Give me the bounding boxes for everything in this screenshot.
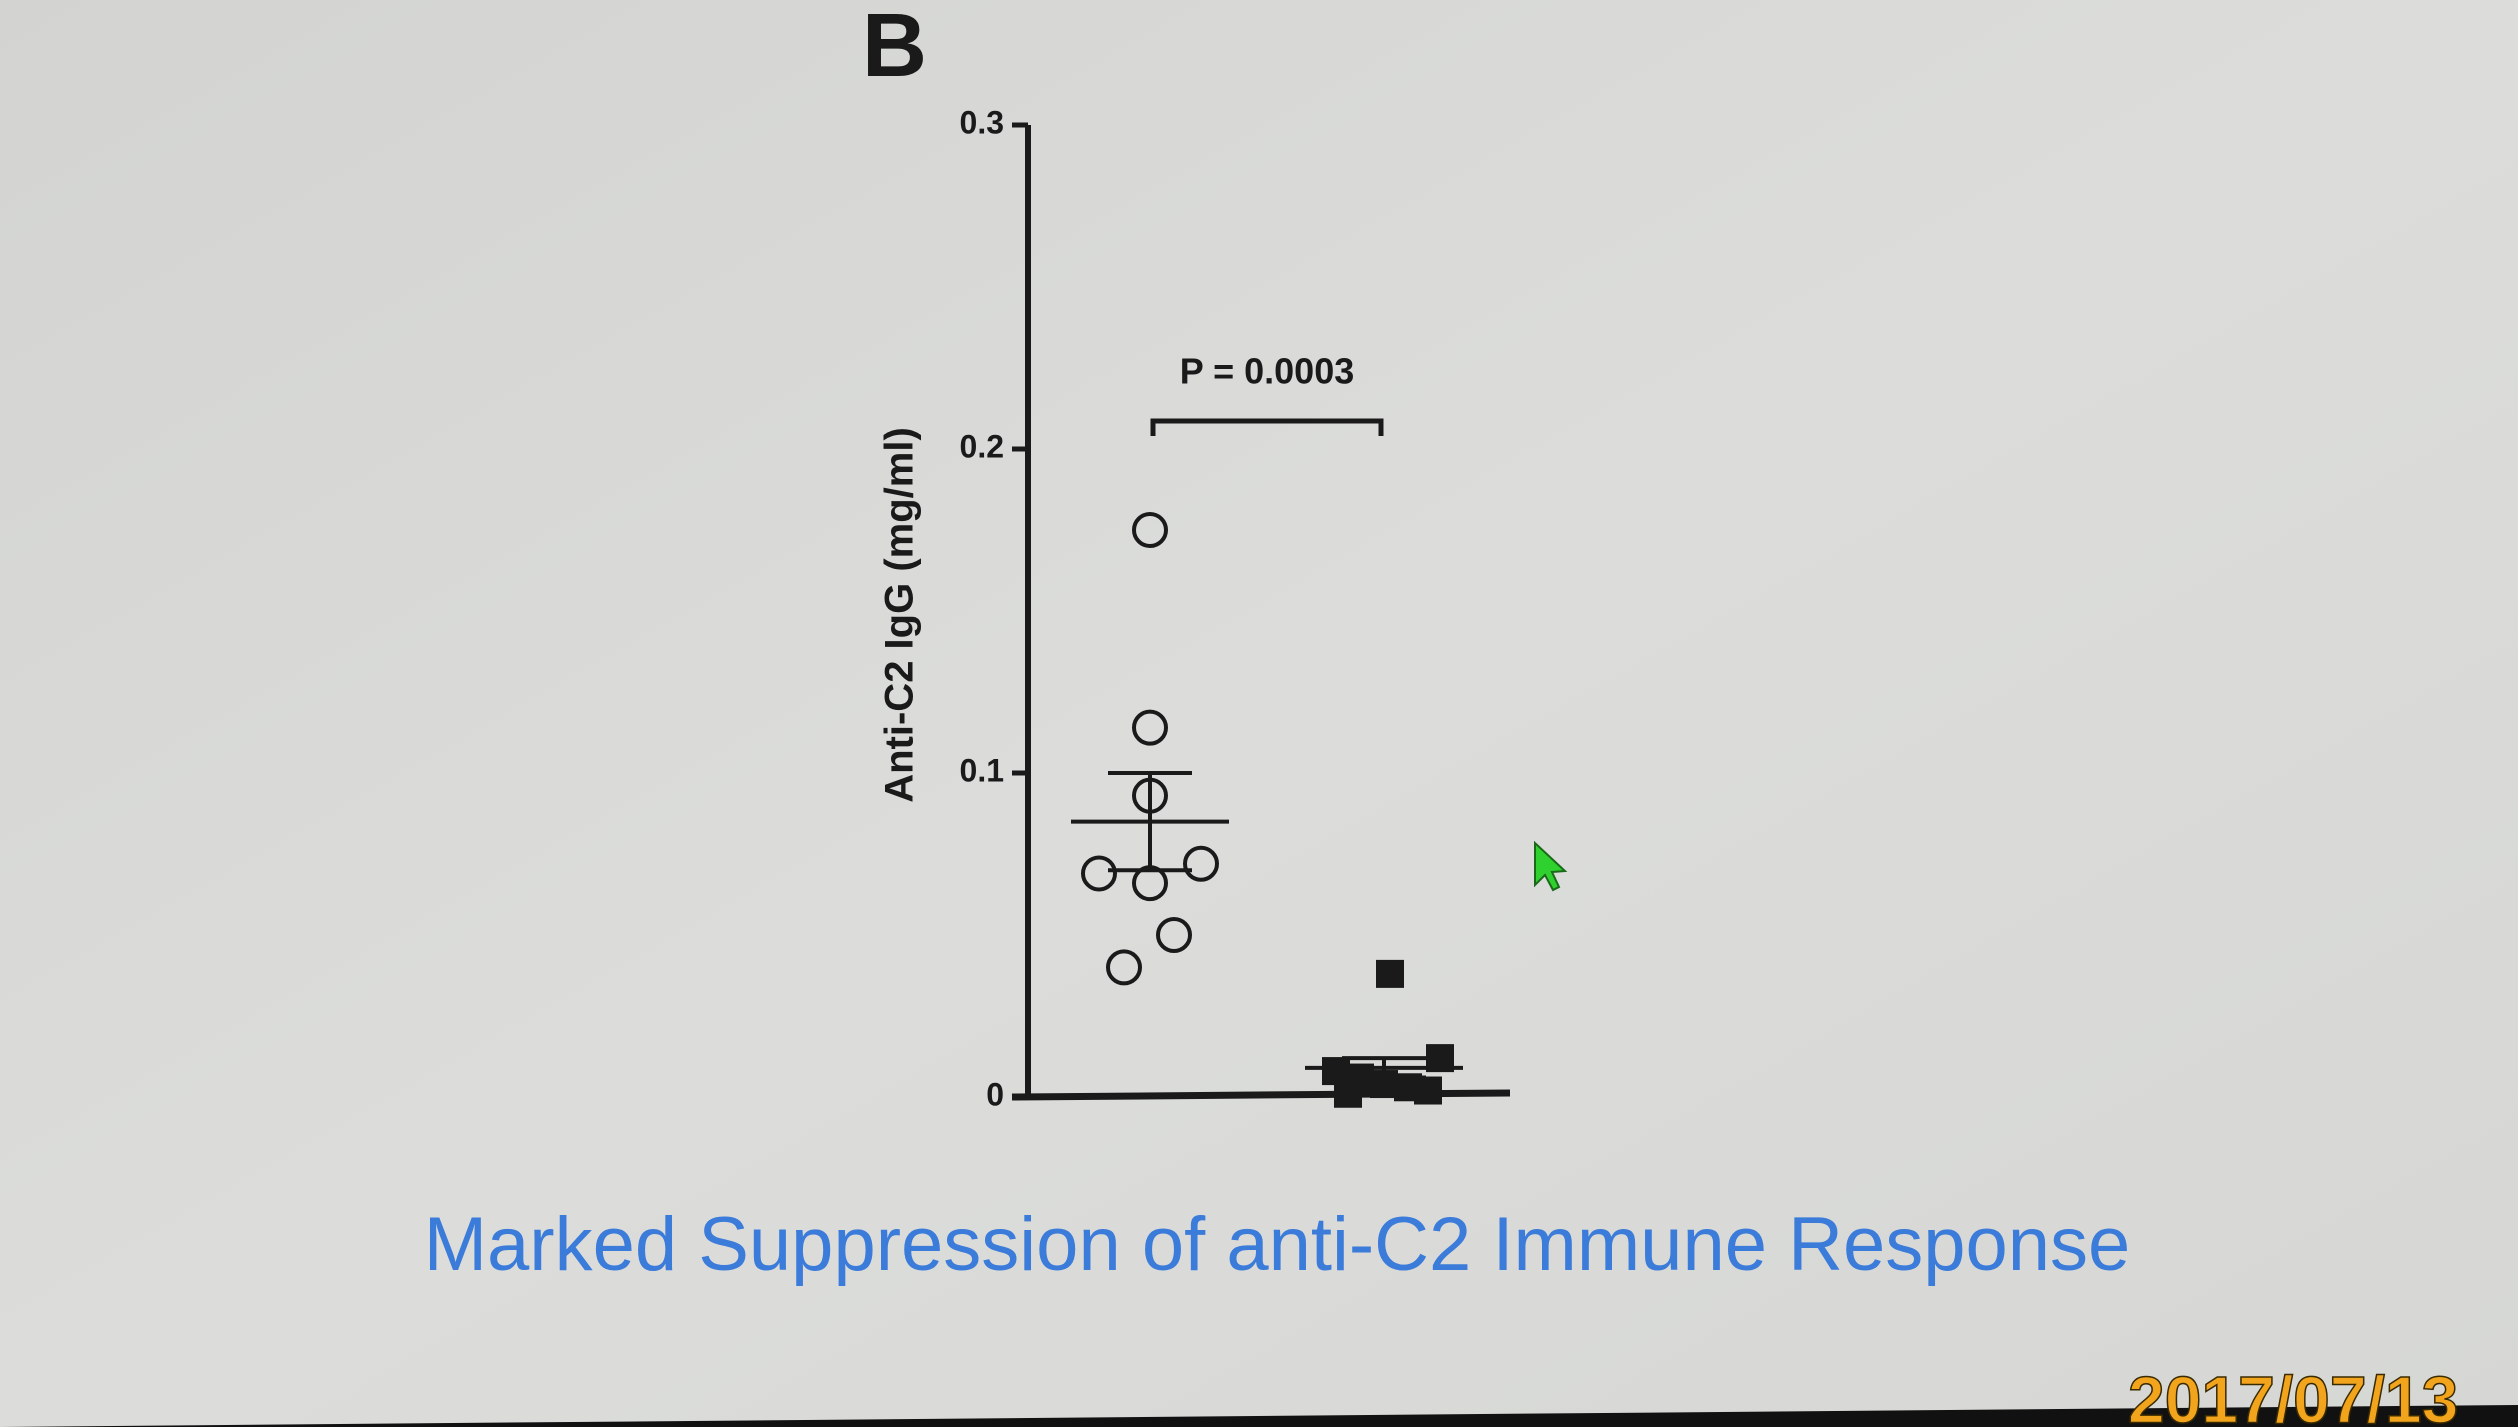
cursor bbox=[1534, 840, 1568, 892]
data-point bbox=[1414, 1076, 1442, 1105]
slide-title: Marked Suppression of anti-C2 Immune Res… bbox=[424, 1202, 2131, 1287]
significance-bracket bbox=[1150, 418, 1384, 436]
bottom-edge bbox=[0, 1405, 2518, 1427]
y-tick-label: 0.1 bbox=[960, 752, 1004, 788]
timestamp: 2017/07/13 bbox=[2128, 1362, 2458, 1427]
data-point bbox=[1106, 949, 1142, 986]
y-axis-label: Anti-C2 IgG (mg/ml) bbox=[878, 427, 922, 803]
data-point bbox=[1081, 855, 1117, 892]
data-point bbox=[1376, 959, 1404, 988]
data-point bbox=[1156, 917, 1192, 953]
data-point bbox=[1132, 512, 1168, 548]
data-point bbox=[1132, 709, 1168, 746]
y-tick-label: 0.2 bbox=[960, 428, 1004, 464]
panel-label: B bbox=[862, 0, 927, 96]
data-point bbox=[1183, 845, 1219, 882]
y-tick-label: 0.3 bbox=[960, 104, 1004, 140]
y-tick-label: 0 bbox=[986, 1076, 1004, 1112]
p-value: P = 0.0003 bbox=[1180, 351, 1355, 392]
data-point bbox=[1334, 1079, 1362, 1108]
